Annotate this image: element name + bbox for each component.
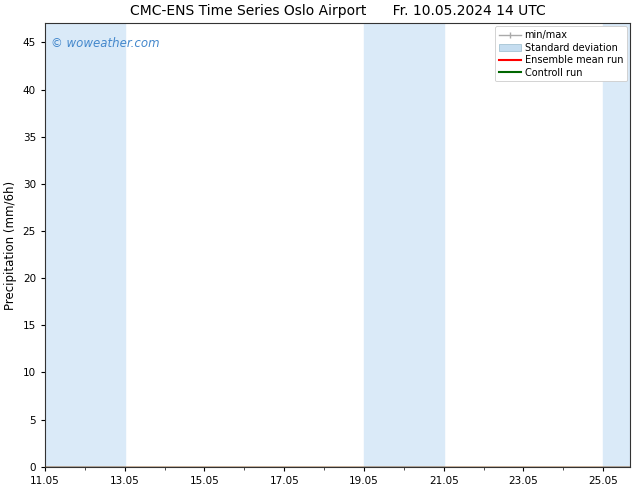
Bar xyxy=(45,24,125,467)
Y-axis label: Precipitation (mm/6h): Precipitation (mm/6h) xyxy=(4,181,17,310)
Bar xyxy=(603,24,630,467)
Text: © woweather.com: © woweather.com xyxy=(51,37,160,50)
Legend: min/max, Standard deviation, Ensemble mean run, Controll run: min/max, Standard deviation, Ensemble me… xyxy=(495,26,627,81)
Bar xyxy=(364,24,444,467)
Title: CMC-ENS Time Series Oslo Airport      Fr. 10.05.2024 14 UTC: CMC-ENS Time Series Oslo Airport Fr. 10.… xyxy=(129,4,545,18)
